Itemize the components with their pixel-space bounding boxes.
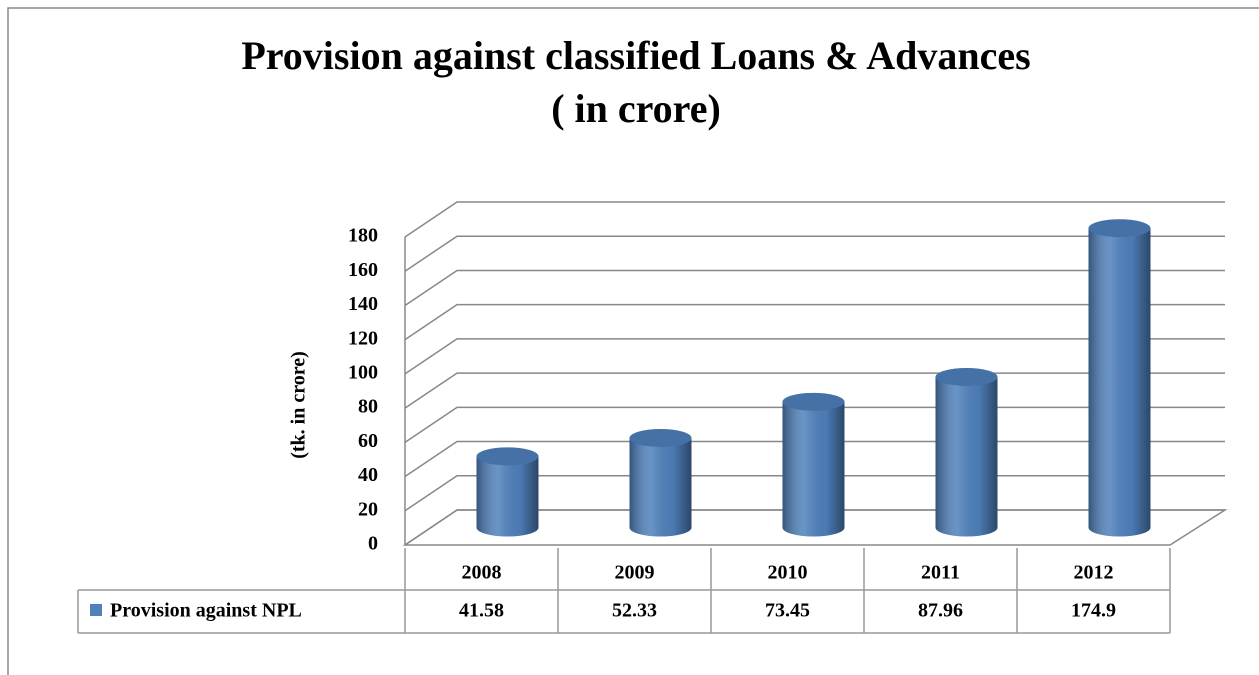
- y-tick-label: 100: [348, 361, 378, 383]
- table-grid: [77, 548, 1171, 634]
- data-label: 174.9: [1071, 600, 1116, 622]
- chart-subtitle: ( in crore): [551, 86, 721, 131]
- bar: [476, 447, 539, 537]
- bar-shade: [476, 456, 539, 537]
- bar-top-shade: [782, 392, 845, 411]
- y-axis-label: (tk. in crore): [288, 351, 310, 459]
- data-label: 73.45: [765, 600, 810, 622]
- y-tick-label: 140: [348, 293, 378, 315]
- bar-top-shade: [629, 428, 692, 447]
- x-tick-label: 2012: [1074, 562, 1114, 584]
- y-tick-label: 40: [358, 464, 378, 486]
- x-tick-label: 2008: [462, 562, 502, 584]
- grid-line: [404, 338, 1225, 375]
- grid-line: [404, 303, 1225, 341]
- bar-shade: [935, 376, 998, 537]
- y-tick-label: 60: [358, 430, 378, 452]
- x-tick-label: 2009: [615, 562, 655, 584]
- bar: [1088, 219, 1151, 537]
- bar-top: [935, 367, 998, 386]
- grid-line: [404, 269, 1225, 307]
- data-label: 41.58: [459, 600, 504, 622]
- bar-top-shade: [1088, 219, 1151, 238]
- y-tick-label: 20: [358, 498, 378, 520]
- bar: [935, 367, 998, 537]
- bar: [782, 392, 845, 537]
- bar-shade: [782, 401, 845, 537]
- frame: [7, 7, 1259, 675]
- y-tick-label: 80: [358, 396, 378, 418]
- legend-label: Provision against NPL: [110, 600, 302, 622]
- y-tick-label: 120: [348, 327, 378, 349]
- y-tick-label: 180: [348, 225, 378, 247]
- x-tick-label: 2011: [921, 562, 960, 584]
- bar-top-shade: [476, 447, 539, 466]
- grid-line: [404, 201, 1225, 238]
- chart-title: Provision against classified Loans & Adv…: [241, 33, 1030, 78]
- legend-swatch: [90, 604, 102, 616]
- y-tick-label: 0: [368, 533, 378, 555]
- bar-shade: [629, 437, 692, 537]
- bar-top: [629, 428, 692, 447]
- bar-shade: [1088, 228, 1151, 537]
- data-label: 52.33: [612, 600, 657, 622]
- bar-top: [782, 392, 845, 411]
- bar-top-shade: [935, 367, 998, 386]
- x-tick-label: 2010: [768, 562, 808, 584]
- grid-line: [404, 235, 1225, 272]
- bar-top: [476, 447, 539, 466]
- bar: [629, 428, 692, 537]
- bar-top: [1088, 219, 1151, 238]
- y-tick-label: 160: [348, 259, 378, 281]
- data-label: 87.96: [918, 600, 963, 622]
